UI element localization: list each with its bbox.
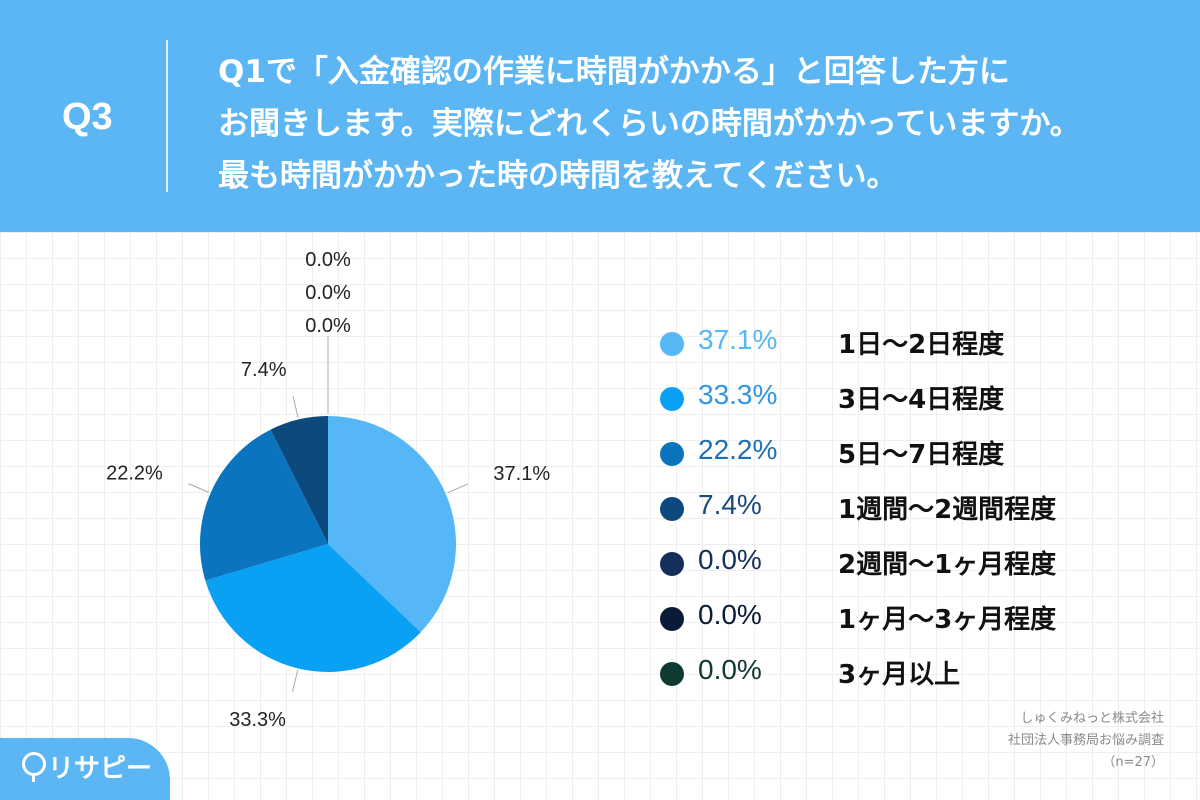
pin-icon [22,752,46,782]
question-number: Q3 [62,96,113,138]
legend-swatch [660,332,684,356]
legend-item: 22.2% 5日〜7日程度 [660,432,1180,487]
pie-chart: 37.1% 33.3% 22.2% 7.4% 0.0% 0.0% 0.0% [106,249,550,731]
legend-swatch [660,442,684,466]
legend-category: 3ヶ月以上 [838,660,961,690]
pie-slice [205,544,421,672]
pie-value-label: 0.0% [305,249,351,271]
legend-percentage: 7.4% [698,489,762,520]
legend-percentage: 37.1% [698,324,778,355]
pie-value-label: 0.0% [305,282,351,304]
legend-category: 3日〜4日程度 [838,385,1005,415]
legend-swatch [660,662,684,686]
legend-swatch [660,552,684,576]
legend-percentage: 0.0% [698,599,762,630]
legend-item: 37.1% 1日〜2日程度 [660,322,1180,377]
brand-logo: リサピー [0,738,170,800]
pie-leader-line [447,483,468,494]
pie-leader-lines [188,336,468,692]
legend-percentage: 33.3% [698,379,778,410]
legend-percentage: 0.0% [698,654,762,685]
source-survey: 社団法人事務局お悩み調査 [1007,733,1164,748]
header: Q3 Q1で「入金確認の作業に時間がかかる」と回答した方に お聞きします。実際に… [0,0,1200,232]
pie-value-label: 0.0% [305,315,351,337]
pie-value-label: 33.3% [229,709,286,731]
pie-leader-line [292,670,299,692]
legend-swatch [660,497,684,521]
legend-swatch [660,607,684,631]
legend-swatch [660,387,684,411]
question-text: Q1で「入金確認の作業に時間がかかる」と回答した方に お聞きします。実際にどれく… [218,46,1188,202]
legend-category: 1ヶ月〜3ヶ月程度 [838,605,1057,635]
pie-leader-line [188,483,209,493]
legend-percentage: 22.2% [698,434,778,465]
legend-item: 0.0% 1ヶ月〜3ヶ月程度 [660,597,1180,652]
pie-slice [328,416,457,633]
legend-item: 33.3% 3日〜4日程度 [660,377,1180,432]
pie-slices [200,416,457,672]
pie-slice [270,416,328,544]
logo-text: リサピー [48,754,153,784]
legend: 37.1% 1日〜2日程度 33.3% 3日〜4日程度 22.2% 5日〜7日程… [660,322,1180,707]
pie-value-label: 22.2% [106,463,163,485]
legend-category: 5日〜7日程度 [838,440,1005,470]
pie-labels: 37.1% 33.3% 22.2% 7.4% 0.0% 0.0% 0.0% [106,249,550,731]
legend-category: 1週間〜2週間程度 [838,495,1057,525]
pie-leader-line [292,395,299,418]
legend-percentage: 0.0% [698,544,762,575]
question-line: 最も時間がかかった時の時間を教えてください。 [218,158,898,194]
legend-item: 0.0% 3ヶ月以上 [660,652,1180,707]
pie-value-label: 7.4% [241,359,287,381]
header-divider [166,40,168,192]
question-line: Q1で「入金確認の作業に時間がかかる」と回答した方に [218,54,1010,90]
legend-category: 2週間〜1ヶ月程度 [838,550,1057,580]
chart-panel: 37.1% 33.3% 22.2% 7.4% 0.0% 0.0% 0.0% 37.1% 1日… [0,232,1200,800]
pie-value-label: 37.1% [493,463,550,485]
pie-slice [200,429,328,581]
legend-item: 0.0% 2週間〜1ヶ月程度 [660,542,1180,597]
source-company: しゅくみねっと株式会社 [1020,711,1164,726]
question-line: お聞きします。実際にどれくらいの時間がかかっていますか。 [218,106,1081,142]
source-note: しゅくみねっと株式会社 社団法人事務局お悩み調査 （n=27） [1008,708,1164,774]
legend-category: 1日〜2日程度 [838,330,1005,360]
sample-size: （n=27） [1102,755,1164,770]
legend-item: 7.4% 1週間〜2週間程度 [660,487,1180,542]
